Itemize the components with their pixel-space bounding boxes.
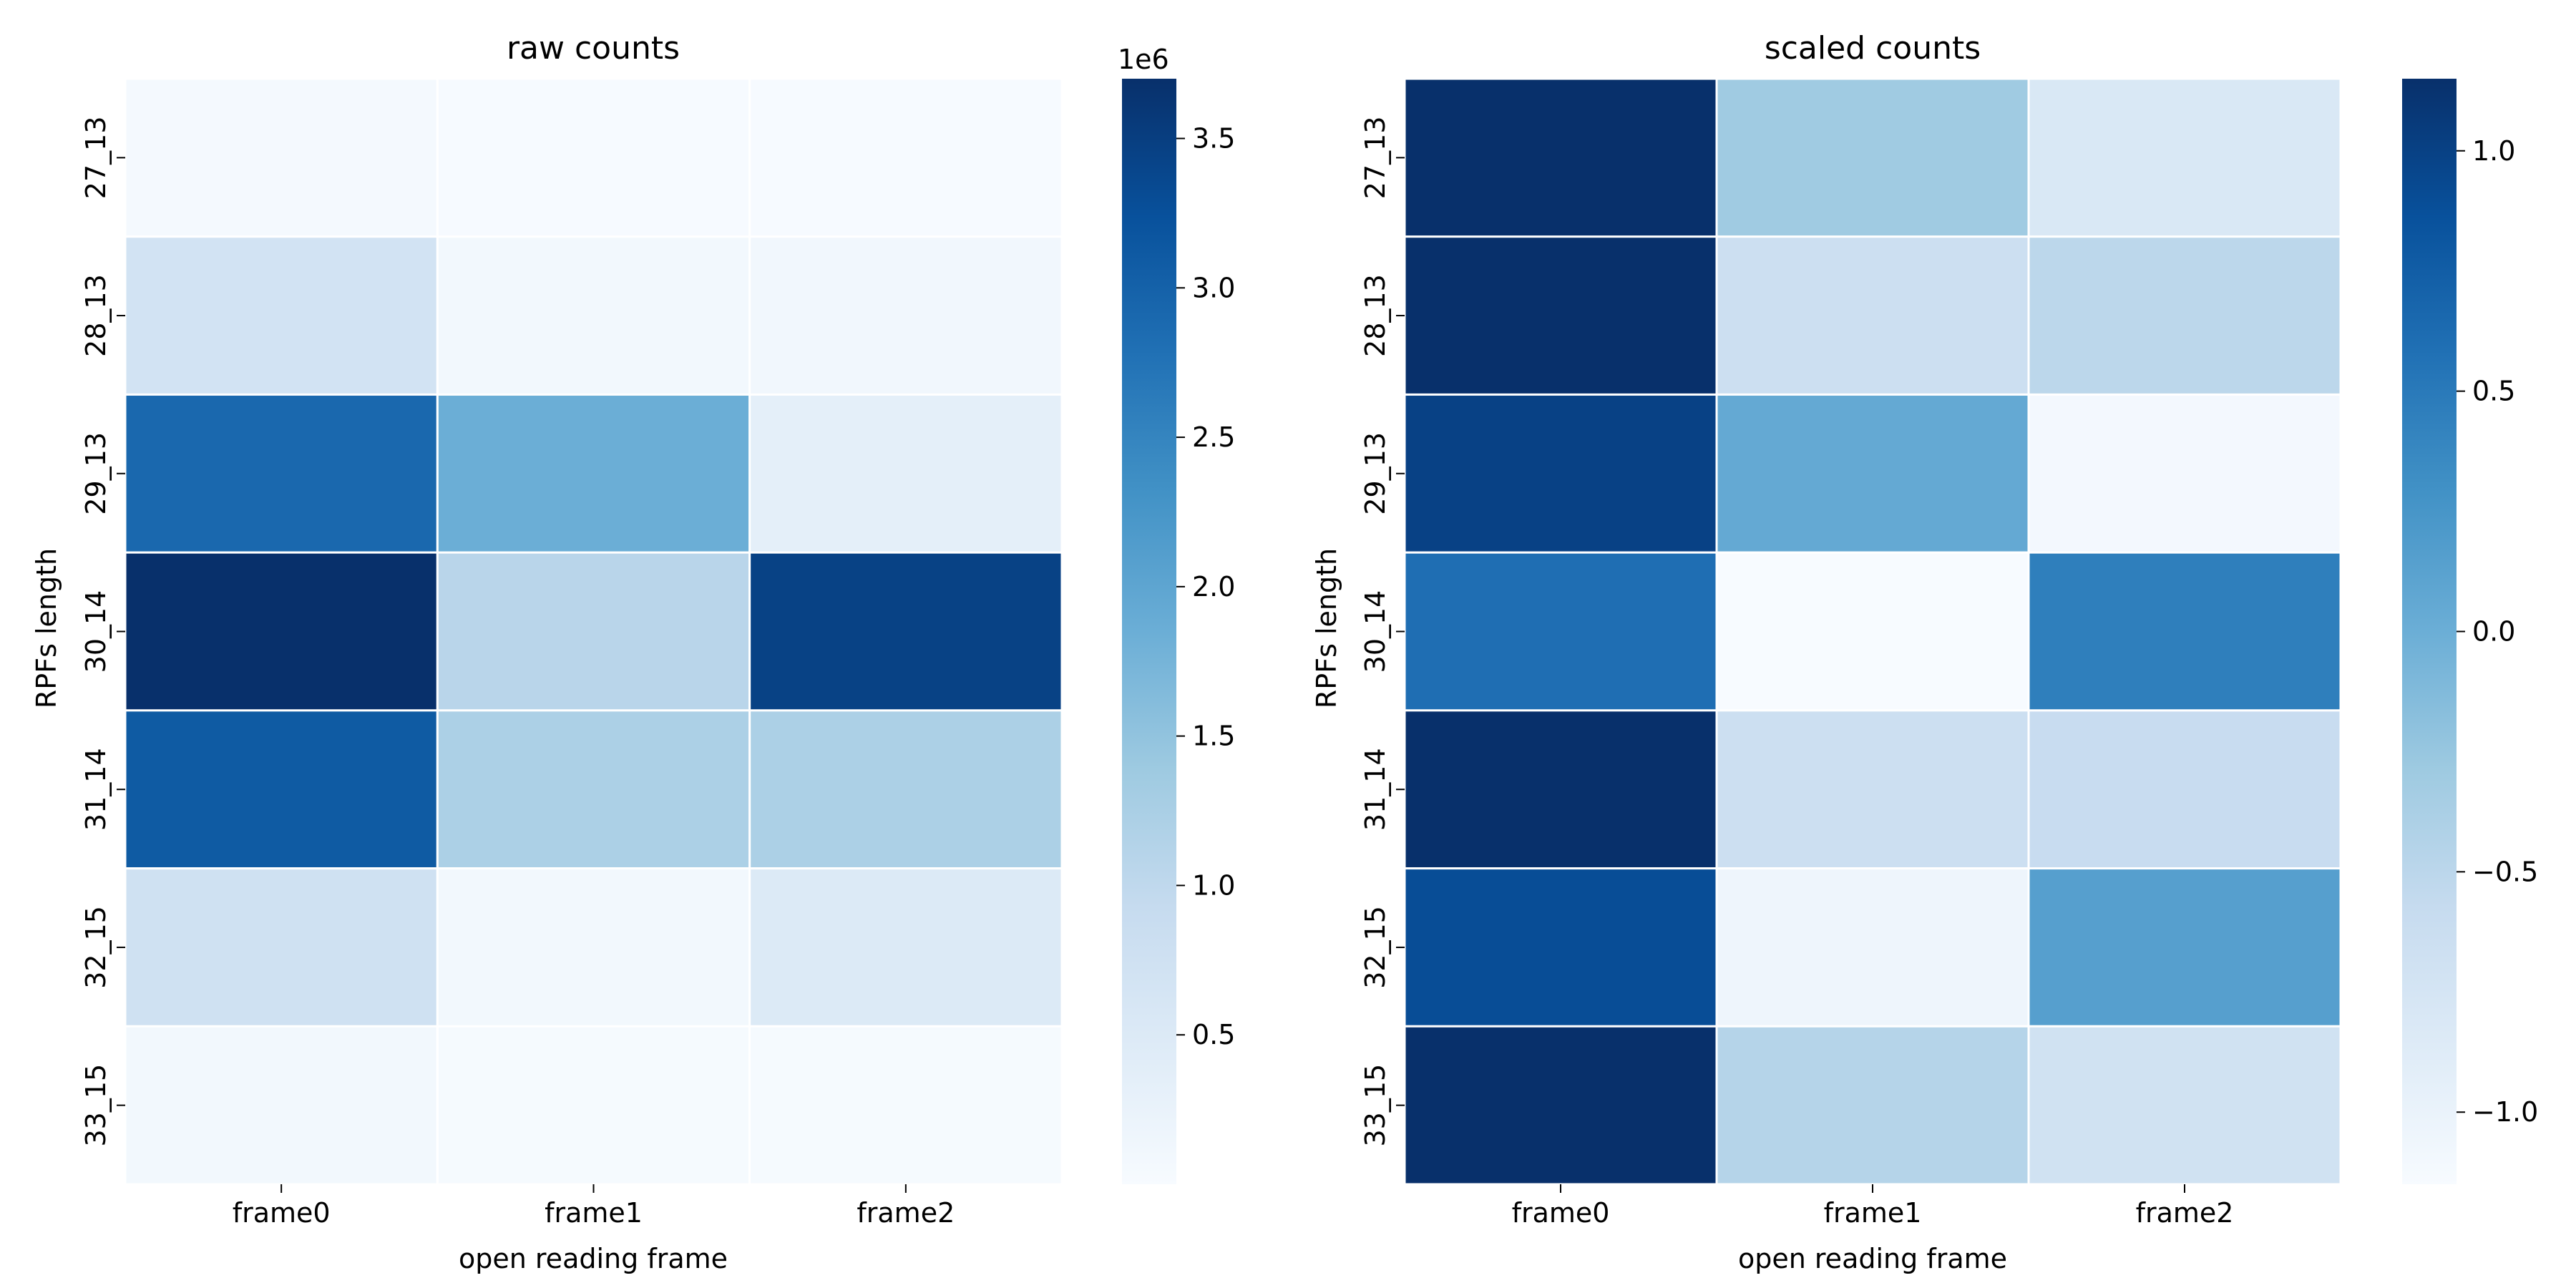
heatmap-raw-counts: raw counts frame0 frame1 frame2 27_13 28_13… <box>31 30 1235 1274</box>
heatmap-cell <box>748 709 1063 870</box>
heatmap-cell <box>124 77 439 238</box>
heatmap-scaled-counts: scaled counts frame0 frame1 frame2 27_13 28… <box>1311 30 2538 1274</box>
heatmap-cell <box>436 709 751 870</box>
y-tick-label: 32_15 <box>80 906 112 989</box>
x-tick-labels: frame0 frame1 frame2 <box>1512 1184 2234 1229</box>
heatmap-cell <box>2027 1025 2342 1186</box>
y-tick-label: 33_15 <box>1360 1064 1391 1147</box>
heatmap-cell <box>436 77 751 238</box>
heatmap-cell <box>436 867 751 1028</box>
y-tick-label: 33_15 <box>80 1064 112 1147</box>
y-tick-label: 29_13 <box>1360 432 1391 515</box>
colorbar-tick-label: −1.0 <box>2472 1096 2538 1128</box>
heatmap-cell <box>1715 551 2030 712</box>
x-tick-label: frame0 <box>1512 1197 1610 1229</box>
y-tick-label: 29_13 <box>80 432 112 515</box>
y-tick-label: 30_14 <box>80 590 112 673</box>
heatmap-cell <box>748 235 1063 396</box>
heatmap-cell <box>748 867 1063 1028</box>
heatmap-cell <box>1403 551 1718 712</box>
heatmap-cell <box>2027 709 2342 870</box>
heatmap-cell <box>1715 709 2030 870</box>
colorbar-ticks: 0.5 1.0 1.5 2.0 2.5 3.0 3.5 <box>1176 123 1235 1050</box>
colorbar-tick-label: 0.5 <box>2472 376 2515 407</box>
chart-title: scaled counts <box>1765 30 1981 67</box>
y-tick-label: 31_14 <box>1360 748 1391 831</box>
y-tick-labels: 27_13 28_13 29_13 30_14 31_14 32_15 33_15 <box>80 116 125 1147</box>
colorbar-tick-label: 1.0 <box>1192 869 1235 901</box>
colorbar-tick-label: 3.0 <box>1192 272 1235 303</box>
heatmap-cell <box>1403 393 1718 554</box>
heatmap-cell <box>124 551 439 712</box>
heatmap-cell <box>2027 77 2342 238</box>
y-tick-label: 28_13 <box>80 274 112 357</box>
y-axis-label: RPFs length <box>31 548 62 708</box>
y-tick-label: 31_14 <box>80 748 112 831</box>
x-tick-label: frame2 <box>2136 1197 2234 1229</box>
heatmap-cell <box>748 1025 1063 1186</box>
chart-title: raw counts <box>507 30 680 67</box>
heatmap-cell <box>124 867 439 1028</box>
heatmap-cell <box>1715 77 2030 238</box>
heatmap-cell <box>1715 1025 2030 1186</box>
y-tick-label: 30_14 <box>1360 590 1391 673</box>
heatmap-cells <box>124 77 1063 1186</box>
heatmap-cell <box>2027 235 2342 396</box>
colorbar-tick-label: 1.5 <box>1192 721 1235 752</box>
heatmap-cell <box>2027 867 2342 1028</box>
colorbar-tick-label: 0.0 <box>2472 616 2515 648</box>
heatmap-cell <box>124 393 439 554</box>
y-tick-label: 28_13 <box>1360 274 1391 357</box>
heatmap-cell <box>1715 393 2030 554</box>
heatmap-cell <box>1403 709 1718 870</box>
y-tick-label: 27_13 <box>80 116 112 199</box>
heatmap-cell <box>436 551 751 712</box>
colorbar-tick-label: 3.5 <box>1192 123 1235 155</box>
heatmap-cell <box>436 1025 751 1186</box>
heatmap-cell <box>124 235 439 396</box>
heatmap-cell <box>124 1025 439 1186</box>
colorbar-offset-label: 1e6 <box>1118 44 1169 75</box>
colorbar-gradient <box>1122 79 1176 1184</box>
heatmap-cell <box>748 77 1063 238</box>
x-tick-label: frame2 <box>857 1197 955 1229</box>
colorbar-tick-label: 2.0 <box>1192 571 1235 602</box>
heatmap-cell <box>2027 551 2342 712</box>
colorbar-tick-label: 1.0 <box>2472 135 2515 167</box>
heatmap-cell <box>748 393 1063 554</box>
heatmap-cell <box>2027 393 2342 554</box>
colorbar: −1.0 −0.5 0.0 0.5 1.0 <box>2402 79 2538 1184</box>
heatmap-cell <box>1403 77 1718 238</box>
x-tick-label: frame1 <box>545 1197 643 1229</box>
y-tick-labels: 27_13 28_13 29_13 30_14 31_14 32_15 33_15 <box>1360 116 1405 1147</box>
x-axis-label: open reading frame <box>1738 1243 2007 1274</box>
heatmap-cell <box>1715 235 2030 396</box>
x-tick-label: frame0 <box>233 1197 331 1229</box>
x-axis-label: open reading frame <box>459 1243 728 1274</box>
x-tick-label: frame1 <box>1824 1197 1922 1229</box>
y-tick-label: 32_15 <box>1360 906 1391 989</box>
colorbar-tick-label: −0.5 <box>2472 856 2538 887</box>
x-tick-labels: frame0 frame1 frame2 <box>233 1184 955 1229</box>
colorbar-ticks: −1.0 −0.5 0.0 0.5 1.0 <box>2457 135 2538 1128</box>
heatmap-cell <box>436 393 751 554</box>
colorbar-tick-label: 0.5 <box>1192 1019 1235 1050</box>
heatmap-cell <box>1403 1025 1718 1186</box>
y-tick-label: 27_13 <box>1360 116 1391 199</box>
heatmap-cell <box>748 551 1063 712</box>
heatmap-cells <box>1403 77 2342 1186</box>
heatmap-cell <box>436 235 751 396</box>
colorbar-gradient <box>2402 79 2457 1184</box>
colorbar: 0.5 1.0 1.5 2.0 2.5 3.0 3.5 1e6 <box>1118 44 1235 1184</box>
heatmap-cell <box>124 709 439 870</box>
colorbar-tick-label: 2.5 <box>1192 421 1235 453</box>
y-axis-label: RPFs length <box>1311 548 1342 708</box>
heatmap-cell <box>1715 867 2030 1028</box>
heatmap-cell <box>1403 867 1718 1028</box>
heatmap-cell <box>1403 235 1718 396</box>
